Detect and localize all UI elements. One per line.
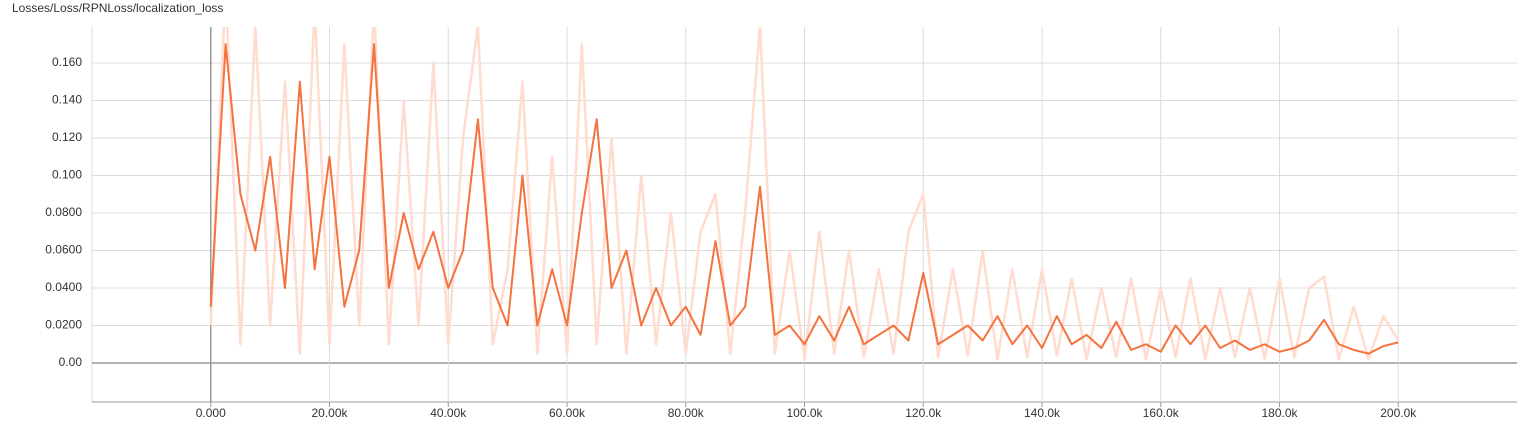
- x-tick-label: 100.0k: [786, 406, 823, 420]
- y-tick-label: 0.0600: [45, 243, 82, 257]
- x-tick-label: 40.00k: [430, 406, 467, 420]
- x-tick-label: 140.0k: [1024, 406, 1061, 420]
- axis-labels: 0.00 0.0200 0.0400 0.0600 0.0800 0.100 0.120 0.…: [45, 55, 1417, 420]
- x-tick-label: 160.0k: [1143, 406, 1180, 420]
- y-tick-label: 0.0800: [45, 205, 82, 219]
- x-tick-label: 0.000: [196, 406, 226, 420]
- y-tick-label: 0.0200: [45, 318, 82, 332]
- y-tick-label: 0.0400: [45, 280, 82, 294]
- y-tick-label: 0.120: [52, 130, 82, 144]
- x-tick-label: 200.0k: [1380, 406, 1417, 420]
- y-tick-label: 0.160: [52, 55, 82, 69]
- x-tick-label: 120.0k: [905, 406, 942, 420]
- x-tick-label: 180.0k: [1261, 406, 1298, 420]
- x-tick-label: 20.00k: [311, 406, 348, 420]
- x-tick-label: 60.00k: [549, 406, 586, 420]
- x-tick-label: 80.00k: [668, 406, 705, 420]
- y-tick-label: 0.140: [52, 93, 82, 107]
- series-line: [209, 43, 1399, 355]
- plot-area: [209, 27, 1400, 361]
- chart-title: Losses/Loss/RPNLoss/localization_loss: [12, 1, 223, 15]
- y-tick-label: 0.00: [59, 355, 83, 369]
- y-tick-label: 0.100: [52, 168, 82, 182]
